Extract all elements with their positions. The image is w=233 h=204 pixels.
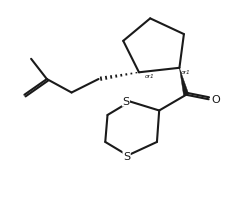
Text: S: S [123,151,130,161]
Text: O: O [211,95,220,105]
Text: or1: or1 [181,69,190,74]
Text: or1: or1 [145,74,154,79]
Polygon shape [179,69,189,96]
Text: S: S [122,96,130,106]
